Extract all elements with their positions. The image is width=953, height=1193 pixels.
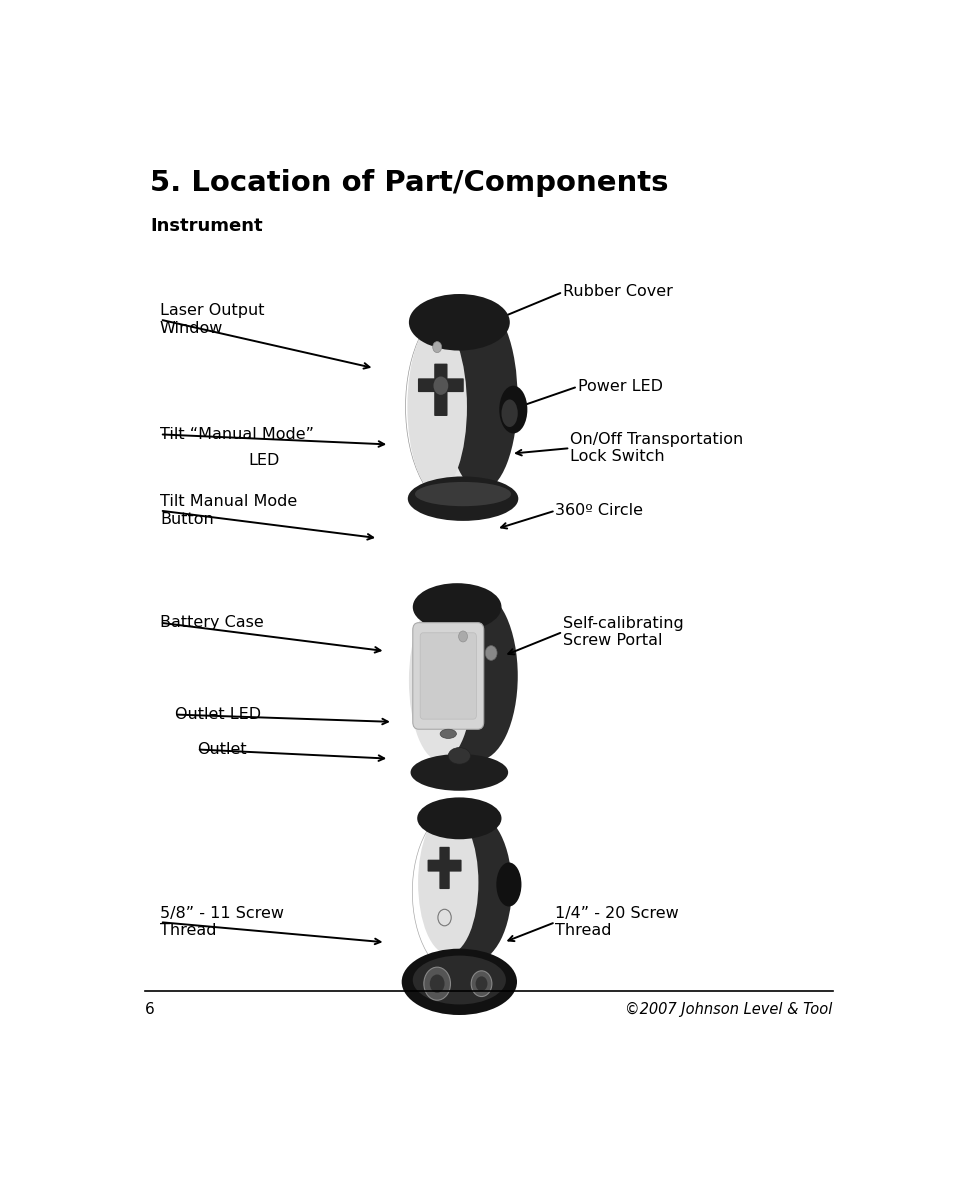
Text: Battery Case: Battery Case xyxy=(160,616,263,630)
Text: 6: 6 xyxy=(145,1002,154,1018)
FancyBboxPatch shape xyxy=(427,860,461,872)
Circle shape xyxy=(423,968,450,1000)
Text: 1/4” - 20 Screw
Thread: 1/4” - 20 Screw Thread xyxy=(555,905,679,939)
Circle shape xyxy=(471,971,492,996)
FancyBboxPatch shape xyxy=(419,632,476,719)
Circle shape xyxy=(476,976,487,991)
Ellipse shape xyxy=(415,482,511,506)
Circle shape xyxy=(429,975,444,993)
Text: Laser Output
Window: Laser Output Window xyxy=(160,303,264,335)
FancyBboxPatch shape xyxy=(434,364,447,416)
FancyBboxPatch shape xyxy=(439,847,449,889)
Ellipse shape xyxy=(496,863,521,907)
Text: 5. Location of Part/Components: 5. Location of Part/Components xyxy=(151,169,668,197)
Text: On/Off Transportation
Lock Switch: On/Off Transportation Lock Switch xyxy=(570,432,742,464)
Ellipse shape xyxy=(501,400,517,427)
Ellipse shape xyxy=(445,304,517,490)
Ellipse shape xyxy=(407,322,466,492)
Text: Outlet LED: Outlet LED xyxy=(174,707,260,722)
Ellipse shape xyxy=(409,293,509,351)
Text: Outlet: Outlet xyxy=(196,742,246,756)
Text: Self-calibrating
Screw Portal: Self-calibrating Screw Portal xyxy=(562,616,683,648)
Text: LED: LED xyxy=(249,452,280,468)
Text: Tilt “Manual Mode”: Tilt “Manual Mode” xyxy=(160,427,314,441)
Text: 5/8” - 11 Screw
Thread: 5/8” - 11 Screw Thread xyxy=(160,905,284,939)
Ellipse shape xyxy=(437,592,517,760)
Ellipse shape xyxy=(401,948,517,1015)
Ellipse shape xyxy=(409,321,487,502)
Circle shape xyxy=(458,631,467,642)
FancyBboxPatch shape xyxy=(417,378,463,392)
Text: Tilt Manual Mode
Button: Tilt Manual Mode Button xyxy=(160,494,296,527)
Text: 360º Circle: 360º Circle xyxy=(555,503,642,518)
Ellipse shape xyxy=(413,583,501,631)
Ellipse shape xyxy=(439,729,456,738)
Ellipse shape xyxy=(413,956,505,1005)
Text: Rubber Cover: Rubber Cover xyxy=(562,284,672,299)
Circle shape xyxy=(485,645,497,661)
Ellipse shape xyxy=(416,797,501,840)
Ellipse shape xyxy=(407,476,517,521)
Circle shape xyxy=(433,377,448,395)
Ellipse shape xyxy=(410,754,508,791)
Ellipse shape xyxy=(448,748,470,765)
Text: ©2007 Johnson Level & Tool: ©2007 Johnson Level & Tool xyxy=(625,1002,832,1018)
Circle shape xyxy=(433,341,441,353)
Text: Power LED: Power LED xyxy=(577,379,662,394)
FancyBboxPatch shape xyxy=(413,623,483,729)
Ellipse shape xyxy=(498,385,527,433)
Ellipse shape xyxy=(409,600,473,761)
Text: Instrument: Instrument xyxy=(151,217,263,235)
Ellipse shape xyxy=(417,811,477,954)
Ellipse shape xyxy=(436,814,512,962)
